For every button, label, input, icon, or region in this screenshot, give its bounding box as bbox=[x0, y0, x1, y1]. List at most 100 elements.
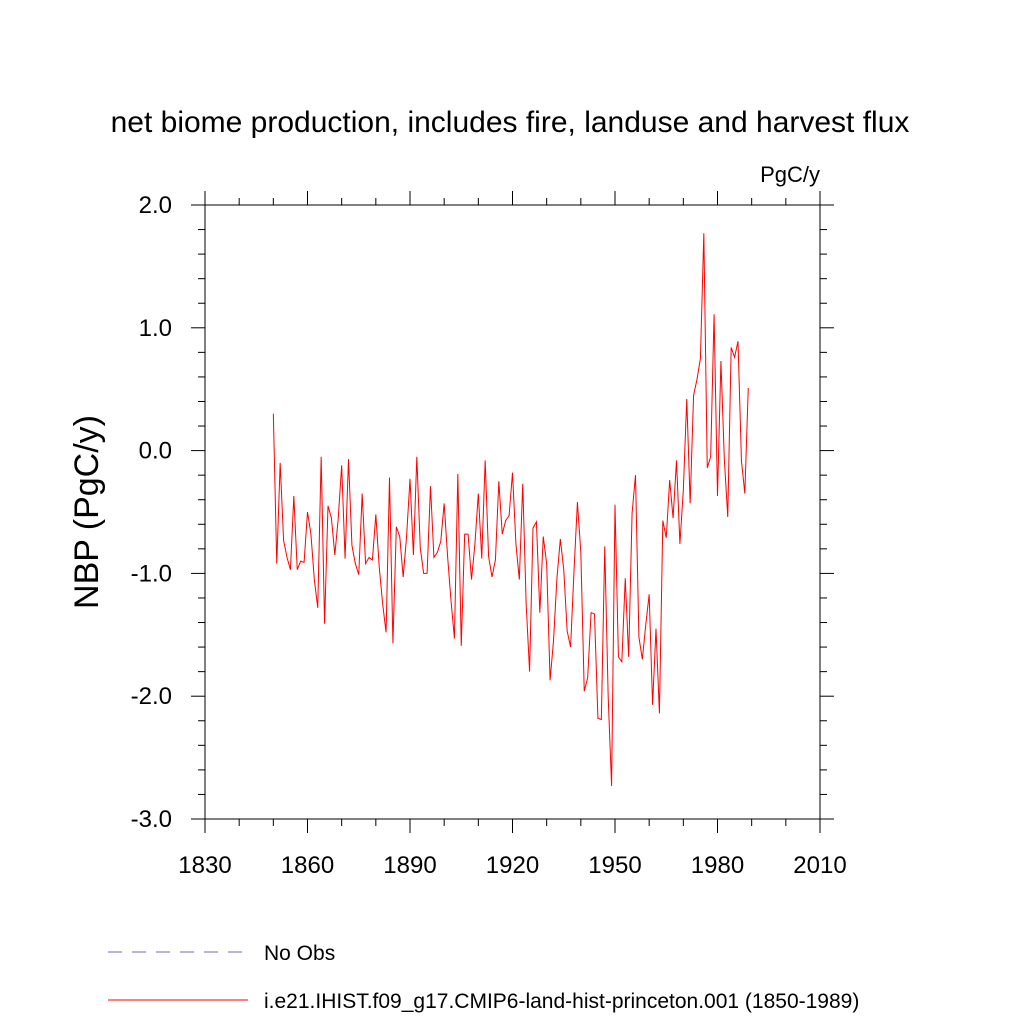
data-point bbox=[389, 477, 390, 478]
data-point bbox=[567, 631, 568, 632]
data-point bbox=[703, 233, 704, 234]
data-point bbox=[324, 623, 325, 624]
data-point bbox=[447, 556, 448, 557]
x-tick-label: 1860 bbox=[281, 852, 334, 879]
data-point bbox=[314, 579, 315, 580]
data-point bbox=[652, 704, 653, 705]
data-point bbox=[379, 567, 380, 568]
data-point bbox=[549, 680, 550, 681]
data-point bbox=[529, 671, 530, 672]
data-point bbox=[409, 478, 410, 479]
data-point bbox=[310, 534, 311, 535]
data-point bbox=[563, 569, 564, 570]
data-point bbox=[478, 493, 479, 494]
data-point bbox=[334, 554, 335, 555]
data-point bbox=[399, 536, 400, 537]
data-point bbox=[638, 637, 639, 638]
data-point bbox=[495, 559, 496, 560]
data-point bbox=[403, 576, 404, 577]
data-point bbox=[590, 612, 591, 613]
data-point bbox=[539, 612, 540, 613]
data-point bbox=[693, 395, 694, 396]
data-point bbox=[748, 387, 749, 388]
data-point bbox=[672, 518, 673, 519]
data-point bbox=[631, 513, 632, 514]
data-point bbox=[273, 413, 274, 414]
y-tick-label: -2.0 bbox=[131, 683, 172, 710]
data-point bbox=[437, 552, 438, 553]
data-point bbox=[297, 569, 298, 570]
data-point bbox=[372, 559, 373, 560]
data-point bbox=[392, 643, 393, 644]
data-point bbox=[426, 573, 427, 574]
data-point bbox=[474, 543, 475, 544]
data-point bbox=[488, 556, 489, 557]
data-point bbox=[625, 578, 626, 579]
data-point bbox=[450, 600, 451, 601]
data-point bbox=[293, 495, 294, 496]
data-point bbox=[420, 547, 421, 548]
data-point bbox=[471, 579, 472, 580]
data-point bbox=[396, 526, 397, 527]
data-point bbox=[597, 718, 598, 719]
data-point bbox=[406, 536, 407, 537]
data-point bbox=[683, 489, 684, 490]
data-point bbox=[515, 543, 516, 544]
data-point bbox=[457, 473, 458, 474]
data-point bbox=[741, 460, 742, 461]
axes: 1830 1860 1890 1920 1950 1980 2010 2.0 1.0 0.0 -1.… bbox=[131, 191, 847, 879]
data-point bbox=[338, 518, 339, 519]
chart-title: net biome production, includes fire, lan… bbox=[111, 106, 910, 139]
x-tick-label: 1980 bbox=[691, 852, 744, 879]
data-point bbox=[604, 546, 605, 547]
data-point bbox=[717, 495, 718, 496]
data-point bbox=[327, 505, 328, 506]
data-point bbox=[536, 521, 537, 522]
data-point bbox=[587, 677, 588, 678]
data-point bbox=[365, 563, 366, 564]
data-point bbox=[577, 502, 578, 503]
data-point bbox=[560, 538, 561, 539]
x-tick-label: 1890 bbox=[383, 852, 436, 879]
data-point bbox=[286, 557, 287, 558]
data-point bbox=[526, 604, 527, 605]
y-tick-label: 2.0 bbox=[139, 192, 172, 219]
data-point bbox=[666, 537, 667, 538]
data-point bbox=[645, 624, 646, 625]
data-point bbox=[601, 719, 602, 720]
data-point bbox=[522, 483, 523, 484]
data-point bbox=[700, 358, 701, 359]
legend: No Obs i.e21.IHIST.f09_g17.CMIP6-land-his… bbox=[108, 942, 859, 1013]
data-point bbox=[594, 613, 595, 614]
data-point bbox=[655, 628, 656, 629]
data-point bbox=[669, 479, 670, 480]
data-point bbox=[649, 594, 650, 595]
data-point bbox=[348, 459, 349, 460]
data-point bbox=[676, 460, 677, 461]
data-point bbox=[584, 691, 585, 692]
data-point bbox=[679, 543, 680, 544]
data-point bbox=[331, 518, 332, 519]
data-point bbox=[731, 347, 732, 348]
data-point bbox=[341, 465, 342, 466]
series-line-1 bbox=[272, 233, 749, 786]
data-point bbox=[491, 576, 492, 577]
data-point bbox=[508, 515, 509, 516]
y-tick-label: -3.0 bbox=[131, 806, 172, 833]
data-point bbox=[621, 661, 622, 662]
data-point bbox=[498, 481, 499, 482]
x-tick-label: 2010 bbox=[793, 852, 846, 879]
data-point bbox=[416, 456, 417, 457]
units-label: PgC/y bbox=[760, 162, 820, 187]
data-point bbox=[737, 341, 738, 342]
data-point bbox=[358, 574, 359, 575]
data-point bbox=[690, 503, 691, 504]
data-point bbox=[720, 360, 721, 361]
data-point bbox=[385, 632, 386, 633]
data-point bbox=[300, 561, 301, 562]
data-point bbox=[556, 578, 557, 579]
data-point bbox=[553, 640, 554, 641]
data-point bbox=[280, 462, 281, 463]
data-point bbox=[303, 562, 304, 563]
